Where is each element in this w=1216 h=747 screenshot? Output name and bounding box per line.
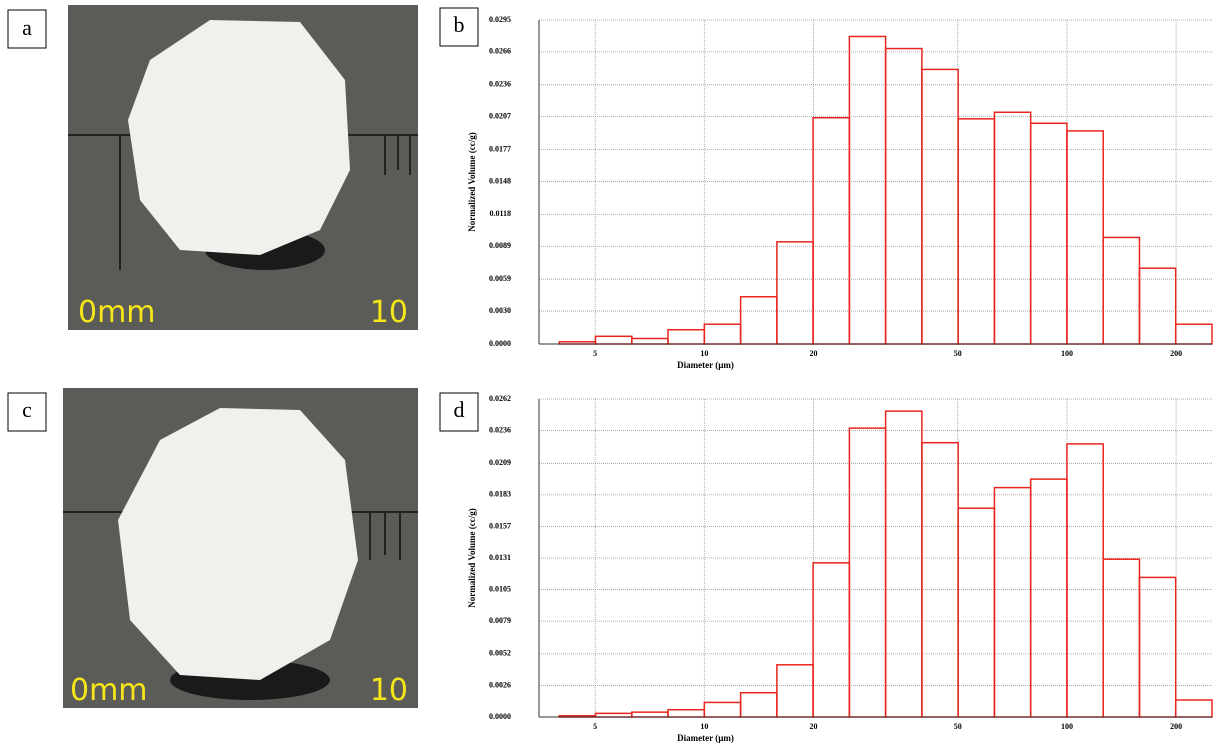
scale-end: 10 bbox=[370, 295, 408, 330]
y-axis-label: Normalized Volume (cc/g) bbox=[467, 132, 477, 231]
x-axis-label: Diameter (µm) bbox=[677, 733, 734, 743]
y-tick-label: 0.0000 bbox=[489, 339, 511, 348]
x-tick-label: 10 bbox=[700, 722, 708, 731]
x-tick-label: 100 bbox=[1061, 349, 1073, 358]
y-tick-label: 0.0000 bbox=[489, 712, 511, 721]
y-tick-label: 0.0183 bbox=[489, 490, 511, 499]
y-tick-label: 0.0262 bbox=[489, 394, 511, 403]
x-tick-label: 200 bbox=[1170, 349, 1182, 358]
y-tick-label: 0.0026 bbox=[489, 680, 511, 689]
y-tick-label: 0.0030 bbox=[489, 306, 511, 315]
y-tick-label: 0.0236 bbox=[489, 425, 511, 434]
y-tick-label: 0.0177 bbox=[489, 144, 511, 153]
photo-c: 0mm 10 bbox=[63, 388, 418, 708]
figure: 0mm 10 a 0mm 10 c b 0.0000 0.0030 0.0059 0.0… bbox=[0, 0, 1216, 747]
photo-a: 0mm 10 bbox=[68, 5, 418, 330]
scale-start: 0mm bbox=[70, 673, 148, 708]
panel-label: c bbox=[22, 397, 32, 422]
x-tick-label: 20 bbox=[809, 722, 817, 731]
y-tick-label: 0.0059 bbox=[489, 274, 511, 283]
plot-area bbox=[539, 20, 1212, 344]
x-tick-label: 20 bbox=[809, 349, 817, 358]
x-tick-label: 5 bbox=[593, 349, 597, 358]
y-tick-label: 0.0079 bbox=[489, 616, 511, 625]
y-tick-label: 0.0105 bbox=[489, 584, 511, 593]
x-tick-label: 50 bbox=[954, 722, 962, 731]
x-tick-label: 200 bbox=[1170, 722, 1182, 731]
x-tick-label: 50 bbox=[954, 349, 962, 358]
y-tick-label: 0.0207 bbox=[489, 111, 511, 120]
scale-end: 10 bbox=[370, 673, 408, 708]
y-tick-label: 0.0052 bbox=[489, 649, 511, 658]
y-tick-label: 0.0157 bbox=[489, 521, 511, 530]
x-tick-label: 100 bbox=[1061, 722, 1073, 731]
y-tick-label: 0.0209 bbox=[489, 458, 511, 467]
panel-label: a bbox=[22, 15, 32, 40]
y-tick-label: 0.0131 bbox=[489, 553, 511, 562]
y-tick-label: 0.0236 bbox=[489, 80, 511, 89]
y-axis-label: Normalized Volume (cc/g) bbox=[467, 508, 477, 607]
panel-label: d bbox=[454, 397, 465, 422]
y-tick-label: 0.0118 bbox=[489, 209, 511, 218]
y-tick-label: 0.0266 bbox=[489, 47, 511, 56]
y-tick-label: 0.0295 bbox=[489, 15, 511, 24]
panel-label: b bbox=[454, 12, 465, 37]
y-tick-label: 0.0148 bbox=[489, 176, 511, 185]
x-tick-label: 5 bbox=[593, 722, 597, 731]
scale-start: 0mm bbox=[78, 295, 156, 330]
x-axis-label: Diameter (µm) bbox=[677, 360, 734, 370]
x-tick-label: 10 bbox=[700, 349, 708, 358]
y-tick-label: 0.0089 bbox=[489, 241, 511, 250]
